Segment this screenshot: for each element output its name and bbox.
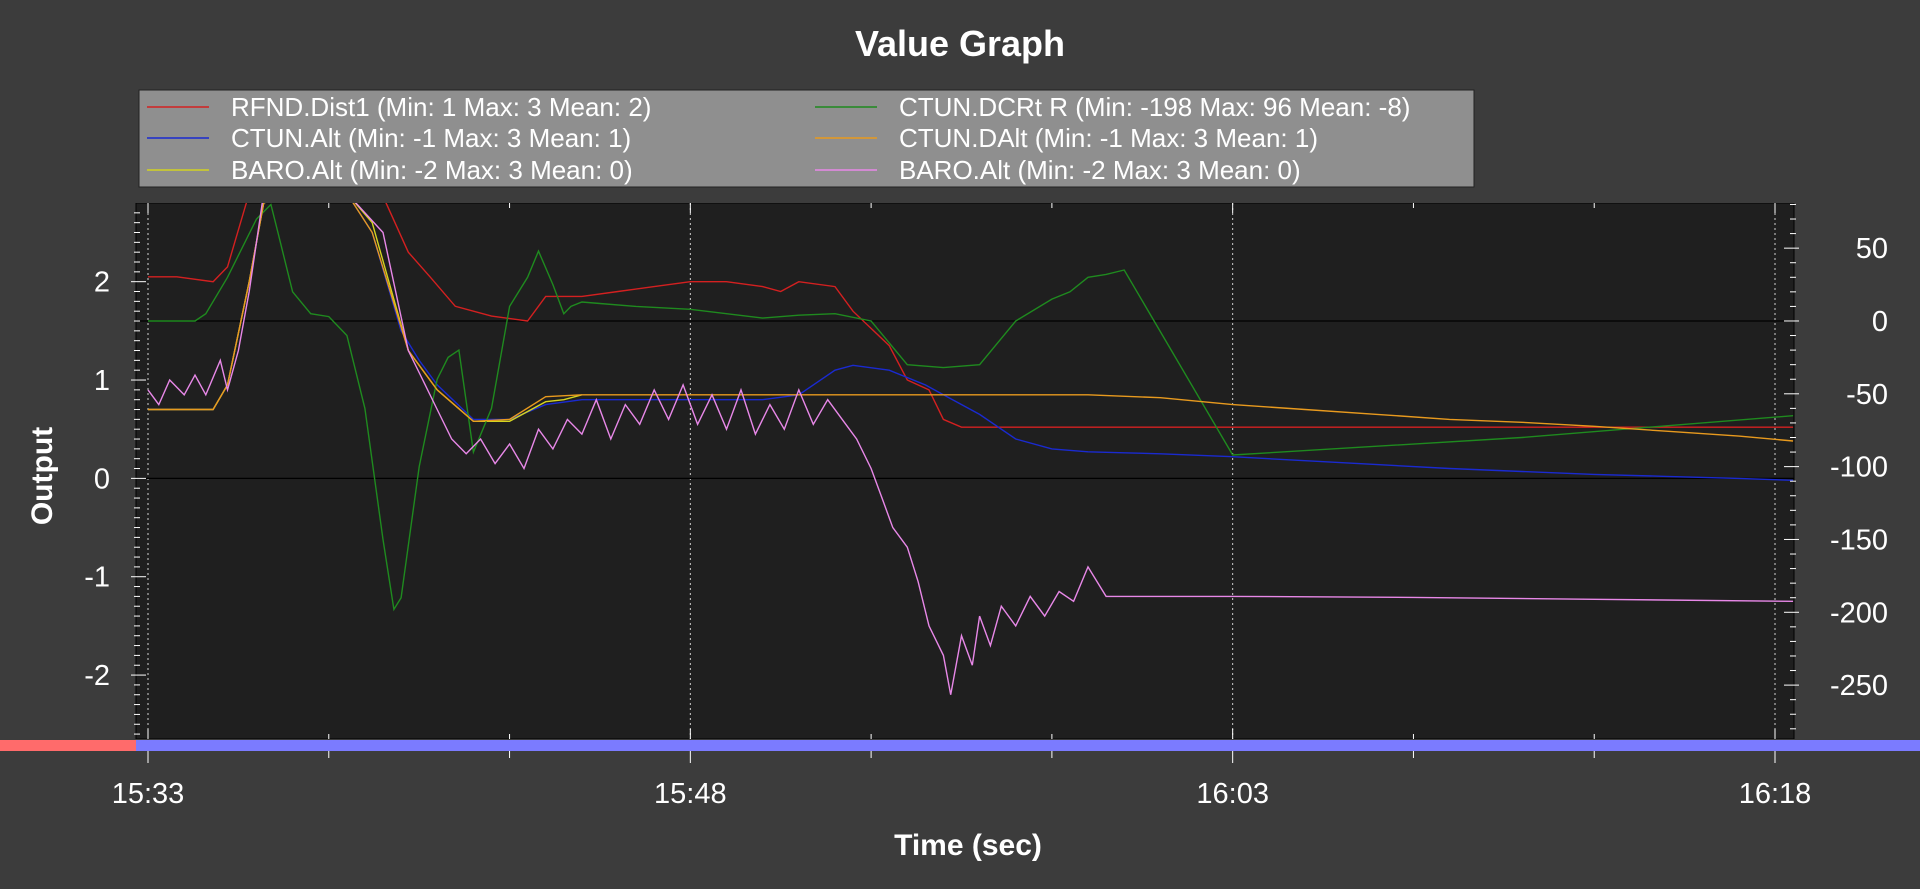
- y-right-tick-label: -200: [1830, 597, 1888, 629]
- y-axis-title: Output: [26, 427, 59, 525]
- legend-entry: RFND.Dist1 (Min: 1 Max: 3 Mean: 2): [231, 92, 651, 122]
- x-tick-label: 15:48: [654, 778, 727, 810]
- y-left-tick-label: 1: [94, 365, 110, 397]
- y-right-tick-label: -50: [1846, 379, 1888, 411]
- chart-title: Value Graph: [855, 23, 1065, 64]
- legend-entry: CTUN.DAlt (Min: -1 Max: 3 Mean: 1): [899, 123, 1318, 153]
- legend-entry: BARO.Alt (Min: -2 Max: 3 Mean: 0): [231, 155, 633, 185]
- y-left-tick-label: 2: [94, 267, 110, 299]
- legend-entry: CTUN.Alt (Min: -1 Max: 3 Mean: 1): [231, 123, 631, 153]
- x-tick-label: 15:33: [112, 778, 185, 810]
- grid-lines: [136, 203, 1794, 739]
- left-axis-band: [0, 740, 136, 751]
- right-axis-band: [136, 740, 1920, 751]
- y-right-tick-label: -100: [1830, 452, 1888, 484]
- y-left-tick-label: -2: [84, 660, 110, 692]
- y-right-tick-label: -150: [1830, 524, 1888, 556]
- legend: RFND.Dist1 (Min: 1 Max: 3 Mean: 2)CTUN.A…: [147, 92, 1410, 185]
- series-line-3: [148, 203, 1794, 612]
- x-tick-label: 16:03: [1196, 778, 1269, 810]
- y-right-tick-label: -250: [1830, 670, 1888, 702]
- x-tick-label: 16:18: [1739, 778, 1812, 810]
- y-right-tick-label: 0: [1872, 306, 1888, 338]
- legend-box: [138, 89, 1475, 188]
- legend-entry: BARO.Alt (Min: -2 Max: 3 Mean: 0): [899, 155, 1301, 185]
- bottom-mask: [0, 739, 1920, 889]
- plot-area: [135, 202, 1795, 740]
- y-left-tick-label: -1: [84, 562, 110, 594]
- x-axis-title: Time (sec): [894, 829, 1042, 862]
- y-right-tick-label: 50: [1856, 233, 1888, 265]
- legend-entry: CTUN.DCRt R (Min: -198 Max: 96 Mean: -8): [899, 92, 1410, 122]
- y-left-tick-label: 0: [94, 463, 110, 495]
